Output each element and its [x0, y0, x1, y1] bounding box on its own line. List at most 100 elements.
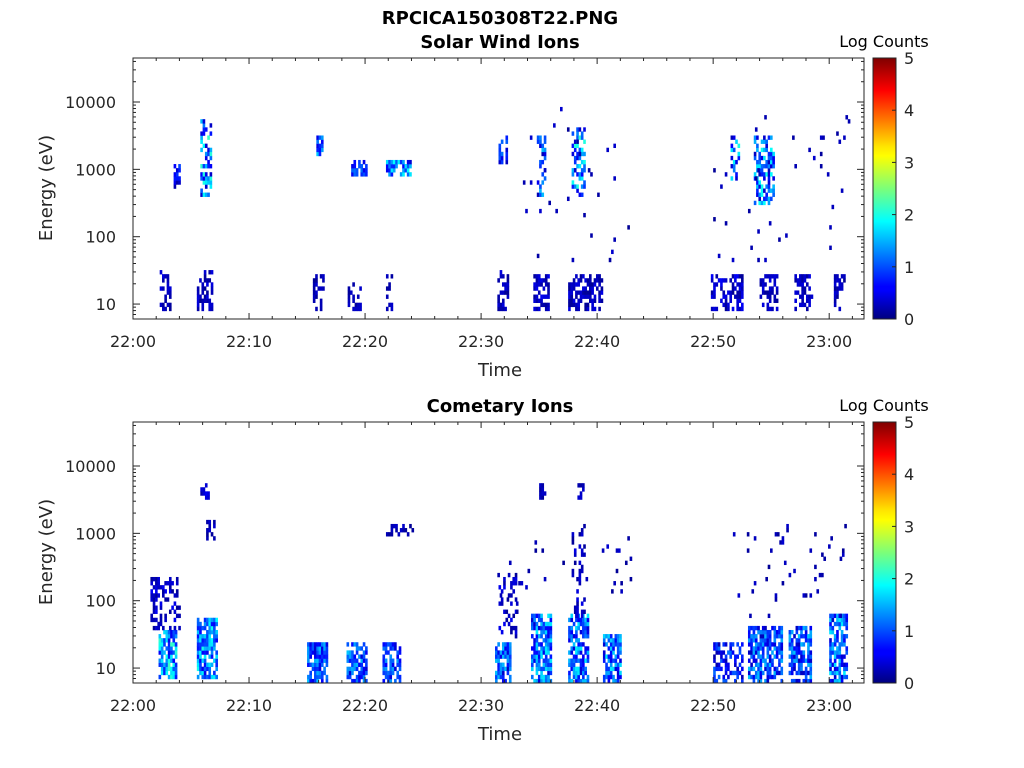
spectrogram-cell	[547, 621, 550, 627]
spectrogram-cell	[540, 670, 543, 676]
spectrogram-cell	[771, 306, 774, 312]
spectrogram-cell	[206, 646, 209, 651]
spectrogram-cell	[206, 674, 209, 680]
spectrogram-cell	[347, 298, 351, 303]
y-axis-label: Energy (eV)	[36, 135, 57, 241]
spectrogram-cell	[384, 662, 388, 667]
spectrogram-cell	[389, 678, 393, 684]
spectrogram-cell	[150, 581, 154, 586]
spectrogram-cell	[396, 662, 400, 667]
spectrogram-cell	[542, 646, 546, 651]
panel-title: Solar Wind Ions	[420, 32, 579, 53]
spectrogram-cell	[159, 605, 163, 610]
spectrogram-cell	[794, 274, 797, 279]
spectrogram-cell	[322, 274, 325, 279]
spectrogram-cell	[790, 678, 794, 684]
spectrogram-cell	[734, 654, 737, 659]
spectrogram-cell	[767, 176, 771, 181]
spectrogram-cell	[734, 662, 737, 667]
spectrogram-cell	[580, 184, 584, 189]
spectrogram-cell	[750, 666, 753, 672]
spectrogram-cell	[575, 274, 578, 279]
spectrogram-cell	[843, 666, 846, 672]
spectrogram-cell	[358, 678, 361, 684]
spectrogram-cell	[540, 674, 543, 680]
spectrogram-cell	[838, 621, 842, 627]
spectrogram-cell	[514, 581, 518, 586]
spectrogram-cell	[838, 139, 842, 144]
spectrogram-cell	[764, 634, 767, 639]
spectrogram-cell	[752, 634, 756, 639]
spectrogram-cell	[833, 658, 837, 663]
spectrogram-cell	[535, 634, 539, 639]
spectrogram-cell	[317, 286, 321, 291]
spectrogram-cell	[778, 629, 781, 635]
spectrogram-cell	[586, 278, 590, 283]
spectrogram-cell	[600, 278, 604, 283]
spectrogram-cell	[384, 650, 388, 655]
spectrogram-cell	[747, 625, 751, 631]
spectrogram-cell	[602, 634, 606, 639]
spectrogram-cell	[402, 172, 405, 177]
spectrogram-cell	[795, 678, 799, 684]
spectrogram-cell	[536, 135, 540, 140]
spectrogram-cell	[757, 650, 760, 655]
spectrogram-cell	[385, 159, 389, 165]
spectrogram-cell	[536, 139, 540, 144]
spectrogram-cell	[206, 282, 209, 287]
spectrogram-cell	[771, 674, 774, 680]
spectrogram-cell	[576, 609, 579, 614]
spectrogram-cell	[768, 278, 772, 283]
spectrogram-cell	[320, 658, 324, 663]
colorbar-tick-label: 4	[904, 101, 914, 120]
spectrogram-cell	[398, 650, 402, 655]
spectrogram-cell	[570, 634, 574, 639]
spectrogram-cell	[780, 654, 784, 659]
spectrogram-cell	[525, 585, 528, 590]
spectrogram-cell	[804, 638, 808, 643]
y-tick-label: 10	[96, 295, 116, 314]
spectrogram-cell	[790, 658, 794, 663]
spectrogram-cell	[396, 650, 400, 655]
spectrogram-cell	[540, 621, 543, 627]
spectrogram-cell	[173, 609, 177, 614]
spectrogram-cell	[322, 278, 325, 283]
spectrogram-cell	[382, 670, 386, 676]
spectrogram-cell	[394, 678, 397, 684]
spectrogram-cell	[547, 666, 550, 672]
spectrogram-cell	[382, 662, 386, 667]
spectrogram-cell	[365, 666, 368, 672]
spectrogram-cell	[571, 568, 575, 574]
spectrogram-cell	[802, 658, 806, 663]
spectrogram-cell	[196, 617, 200, 623]
spectrogram-cell	[199, 666, 202, 672]
spectrogram-cell	[790, 638, 794, 643]
spectrogram-cell	[795, 629, 799, 635]
spectrogram-cell	[346, 658, 350, 663]
spectrogram-cell	[196, 650, 200, 655]
spectrogram-cell	[570, 286, 574, 291]
spectrogram-cell	[732, 159, 736, 165]
spectrogram-cell	[402, 164, 405, 169]
spectrogram-cell	[544, 278, 548, 283]
spectrogram-cell	[196, 294, 200, 299]
spectrogram-cell	[838, 670, 842, 676]
colorbar-tick-label: 0	[904, 310, 914, 329]
spectrogram-cell	[539, 495, 542, 500]
spectrogram-cell	[362, 666, 366, 672]
spectrogram-cell	[578, 568, 582, 574]
spectrogram-cell	[747, 629, 751, 635]
spectrogram-cell	[199, 638, 202, 643]
spectrogram-cell	[570, 282, 574, 287]
spectrogram-cell	[539, 135, 542, 140]
spectrogram-cell	[498, 147, 502, 153]
colorbar-tick-label: 4	[904, 465, 914, 484]
spectrogram-cell	[801, 282, 804, 287]
spectrogram-cell	[629, 576, 633, 582]
spectrogram-cell	[541, 172, 545, 177]
spectrogram-cell	[497, 654, 500, 659]
spectrogram-cell	[833, 666, 837, 672]
spectrogram-cell	[793, 646, 796, 651]
spectrogram-cell	[164, 589, 167, 594]
spectrogram-cell	[549, 646, 553, 651]
